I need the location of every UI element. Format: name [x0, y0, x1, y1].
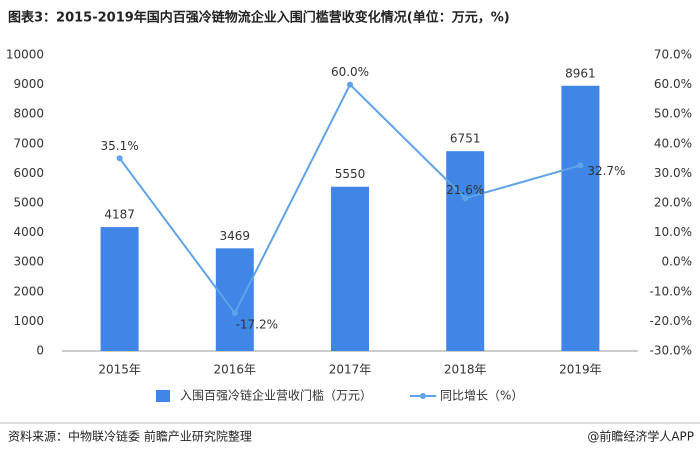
y2-tick-label: -20.0%: [650, 314, 692, 328]
x-tick-label: 2018年: [444, 363, 487, 377]
line-label: 21.6%: [446, 183, 484, 197]
y2-tick-label: 40.0%: [654, 136, 692, 150]
y2-tick-label: 50.0%: [654, 107, 692, 121]
y-tick-label: 6000: [13, 166, 44, 180]
bar-label: 6751: [450, 132, 481, 146]
x-tick-label: 2019年: [559, 363, 602, 377]
y-tick-label: 5000: [13, 196, 44, 210]
y2-tick-label: 30.0%: [654, 166, 692, 180]
bar: [561, 85, 600, 352]
x-tick-label: 2015年: [98, 363, 141, 377]
line-point: [577, 162, 584, 169]
y2-tick-label: 70.0%: [654, 48, 692, 62]
bar: [100, 227, 139, 351]
bar-label: 5550: [335, 167, 366, 181]
y-tick-label: 1000: [13, 314, 44, 328]
y2-tick-label: 20.0%: [654, 196, 692, 210]
y-tick-label: 4000: [13, 225, 44, 239]
line-label: 35.1%: [101, 139, 139, 153]
legend-marker: [420, 393, 426, 399]
legend-swatch: [156, 390, 170, 402]
y2-tick-label: 10.0%: [654, 225, 692, 239]
bar: [331, 186, 369, 351]
legend-label: 入围百强冷链企业营收门槛（万元）: [180, 388, 372, 403]
bar: [215, 248, 254, 351]
y-tick-label: 0: [36, 344, 44, 358]
bar-label: 4187: [104, 208, 135, 222]
credit: @前瞻经济学人APP: [587, 429, 694, 444]
x-tick-label: 2016年: [214, 363, 257, 377]
y-tick-label: 7000: [13, 136, 44, 150]
y2-tick-label: -10.0%: [650, 284, 692, 298]
line-label: 32.7%: [587, 164, 625, 178]
y2-tick-label: 0.0%: [662, 255, 693, 269]
bar-label: 3469: [220, 229, 251, 243]
y2-tick-label: 60.0%: [654, 77, 692, 91]
line-label: -17.2%: [236, 318, 278, 332]
line-point: [462, 195, 469, 202]
y-tick-label: 3000: [13, 255, 44, 269]
legend-label: 同比增长（%）: [440, 389, 523, 403]
bar-label: 8961: [565, 66, 596, 80]
bar: [446, 151, 485, 351]
x-tick-label: 2017年: [329, 363, 372, 377]
y-tick-label: 8000: [13, 107, 44, 121]
line-point: [231, 310, 238, 317]
y-tick-label: 9000: [13, 77, 44, 91]
line-point: [347, 81, 353, 88]
y-tick-label: 2000: [13, 284, 44, 298]
line-label: 60.0%: [331, 65, 369, 79]
line-point: [116, 155, 123, 162]
source: 资料来源：中物联冷链委 前瞻产业研究院整理: [8, 429, 252, 444]
chart-title: 图表3：2015-2019年国内百强冷链物流企业入围门槛营收变化情况(单位：万元…: [8, 10, 510, 26]
y2-tick-label: -30.0%: [650, 344, 692, 358]
y-tick-label: 10000: [6, 48, 44, 62]
